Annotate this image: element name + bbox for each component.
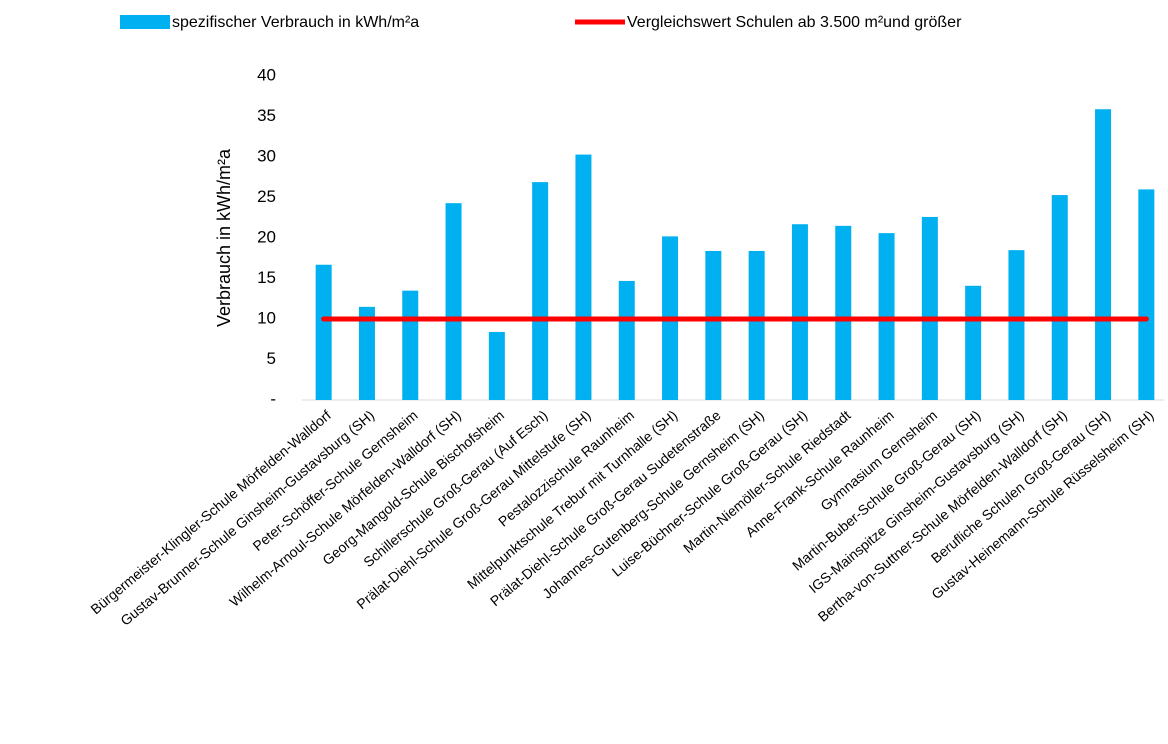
y-tick-label: 30: [257, 146, 276, 165]
y-tick-label: 25: [257, 187, 276, 206]
y-tick-label: 10: [257, 308, 276, 327]
bar: [488, 331, 505, 400]
y-tick-label: 40: [257, 65, 276, 84]
y-tick-label: 15: [257, 268, 276, 287]
bar: [748, 250, 765, 400]
bar: [445, 203, 462, 400]
legend-swatch: [120, 15, 170, 29]
y-tick-label: 35: [257, 106, 276, 125]
bar: [402, 290, 419, 400]
y-tick-label: 5: [267, 349, 276, 368]
bar: [532, 182, 549, 400]
y-axis-title: Verbrauch in kWh/m²a: [214, 148, 234, 327]
y-tick-label: 20: [257, 227, 276, 246]
bar: [618, 280, 635, 400]
legend-label: spezifischer Verbrauch in kWh/m²a: [172, 14, 419, 31]
y-tick-label: -: [270, 389, 276, 408]
bar: [358, 306, 375, 400]
bar: [835, 225, 852, 400]
bar: [1095, 109, 1112, 401]
bar: [1138, 189, 1155, 400]
bar: [575, 154, 592, 400]
legend-label: Vergleichswert Schulen ab 3.500 m²und gr…: [627, 14, 962, 31]
bar: [965, 285, 982, 400]
bar: [1008, 250, 1025, 400]
bar: [315, 264, 332, 400]
bar: [705, 250, 722, 400]
bar: [921, 216, 938, 400]
bar: [1051, 195, 1068, 400]
bar: [791, 224, 808, 400]
